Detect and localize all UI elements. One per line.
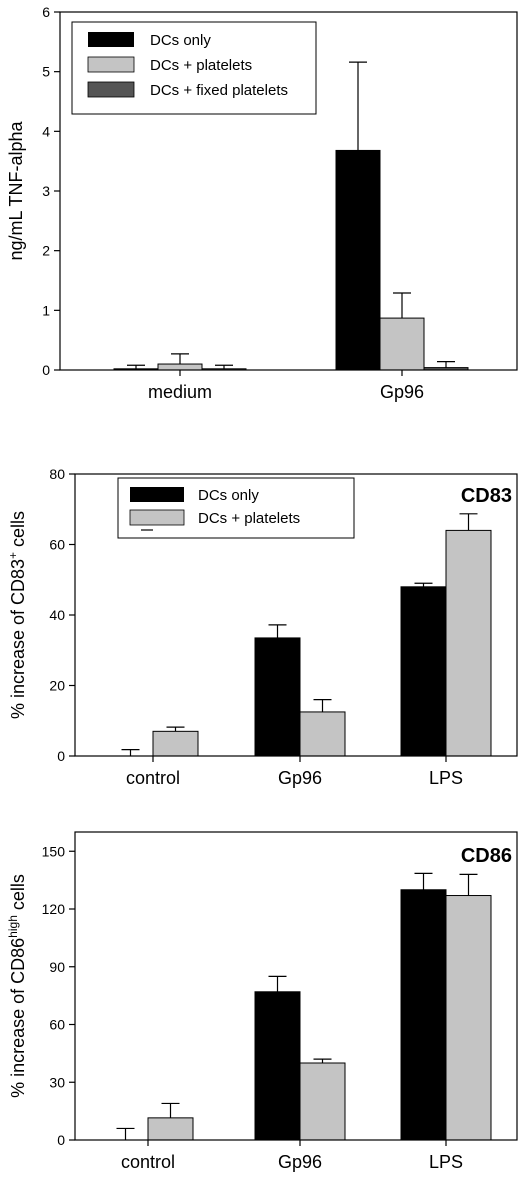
- tnf-y-tick-label-1: 1: [42, 302, 50, 318]
- tnf-y-tick-label-2: 2: [42, 243, 50, 259]
- cd83-x-ticks: control Gp96 LPS: [126, 756, 463, 788]
- cd83-legend-label-dcs-platelets: DCs + platelets: [198, 510, 300, 527]
- cd86-x-ticks: control Gp96 LPS: [121, 1140, 463, 1172]
- cd83-y-tick-label-40: 40: [49, 607, 65, 623]
- cd86-y-axis-label: % increase of CD86high cells: [6, 874, 28, 1098]
- cd83-gp96-series0-bar: [254, 637, 301, 757]
- tnf-legend-swatch-dcs-only: [88, 32, 134, 47]
- cd86-plot-frame: [74, 831, 518, 1141]
- cd83-x-label-lps: LPS: [429, 768, 463, 788]
- tnf-x-ticks: medium Gp96: [148, 370, 424, 402]
- cd83-y-tick-label-80: 80: [49, 466, 65, 482]
- cd86-gp96-series1-bar: [299, 1062, 346, 1141]
- cd86-y-tick-label-60: 60: [49, 1017, 65, 1033]
- tnf-legend: DCs only DCs + platelets DCs + fixed pla…: [71, 21, 317, 115]
- tnf-y-axis-label: ng/mL TNF-alpha: [6, 120, 26, 260]
- tnf-legend-label-dcs-platelets: DCs + platelets: [150, 57, 252, 74]
- cd86-panel-title: CD86: [461, 845, 512, 867]
- tnf-legend-swatch-dcs-fixed-platelets: [87, 81, 135, 98]
- cd83-legend-label-dcs-only: DCs only: [198, 487, 259, 504]
- cd83-y-tick-label-0: 0: [57, 748, 65, 764]
- cd86-lps-series1-bar: [445, 895, 492, 1141]
- cd86-lps-series0-bar: [400, 889, 447, 1141]
- tnf-medium-series1-bar: [157, 363, 203, 371]
- cd86-bars: [116, 872, 492, 1141]
- tnf-y-tick-label-3: 3: [42, 183, 50, 199]
- tnf-x-label-medium: medium: [148, 382, 212, 402]
- cd83-legend: DCs only DCs + platelets: [117, 477, 355, 539]
- cd83-control-series1-bar: [152, 730, 199, 757]
- cd86-x-label-lps: LPS: [429, 1152, 463, 1172]
- tnf-y-ticks: 0 1 2 3 4 5 6: [42, 4, 60, 378]
- tnf-x-label-gp96: Gp96: [380, 382, 424, 402]
- cd83-lps-series1-bar: [445, 529, 492, 757]
- panel-cd83: 0 20 40 60 80 control Gp96 LPS % increase of C…: [6, 466, 518, 788]
- tnf-gp96-series0-bar: [335, 149, 381, 371]
- cd86-y-tick-label-150: 150: [42, 843, 66, 859]
- cd86-y-tick-label-90: 90: [49, 959, 65, 975]
- cd83-x-label-control: control: [126, 768, 180, 788]
- cd83-legend-swatch-dcs-platelets: [129, 509, 185, 526]
- tnf-y-tick-label-4: 4: [42, 123, 50, 139]
- cd83-y-tick-label-20: 20: [49, 678, 65, 694]
- tnf-legend-label-dcs-only: DCs only: [150, 32, 211, 49]
- panel-cd86: 0 30 60 90 120 150 control Gp96 LPS % increase …: [6, 831, 518, 1172]
- tnf-bars: [113, 61, 469, 371]
- cd83-bars: [121, 513, 492, 757]
- cd83-panel-title: CD83: [461, 485, 512, 507]
- cd86-y-tick-label-30: 30: [49, 1074, 65, 1090]
- cd83-y-ticks: 0 20 40 60 80: [49, 466, 75, 764]
- tnf-legend-swatch-dcs-platelets: [87, 56, 135, 73]
- panel-tnf-alpha: 0 1 2 3 4 5 6 medium Gp96 ng/mL TNF-alpha DCs o…: [6, 4, 518, 402]
- cd83-lps-series0-bar: [400, 586, 447, 757]
- cd86-gp96-series0-bar: [254, 991, 301, 1141]
- cd83-x-label-gp96: Gp96: [278, 768, 322, 788]
- cd86-y-tick-label-0: 0: [57, 1132, 65, 1148]
- cd86-x-label-control: control: [121, 1152, 175, 1172]
- cd86-control-series1-bar: [147, 1117, 194, 1141]
- cd83-y-tick-label-60: 60: [49, 537, 65, 553]
- cd86-x-label-gp96: Gp96: [278, 1152, 322, 1172]
- cd83-y-axis-label: % increase of CD83+ cells: [6, 511, 28, 719]
- tnf-legend-label-dcs-fixed-platelets: DCs + fixed platelets: [150, 82, 288, 99]
- cd83-legend-swatch-dcs-only: [130, 487, 184, 502]
- tnf-y-tick-label-6: 6: [42, 4, 50, 20]
- tnf-gp96-series1-bar: [379, 317, 425, 371]
- cd86-y-tick-label-120: 120: [42, 901, 66, 917]
- tnf-y-tick-label-0: 0: [42, 362, 50, 378]
- cd86-y-ticks: 0 30 60 90 120 150: [42, 843, 75, 1148]
- tnf-y-tick-label-5: 5: [42, 64, 50, 80]
- cd83-gp96-series1-bar: [299, 711, 346, 757]
